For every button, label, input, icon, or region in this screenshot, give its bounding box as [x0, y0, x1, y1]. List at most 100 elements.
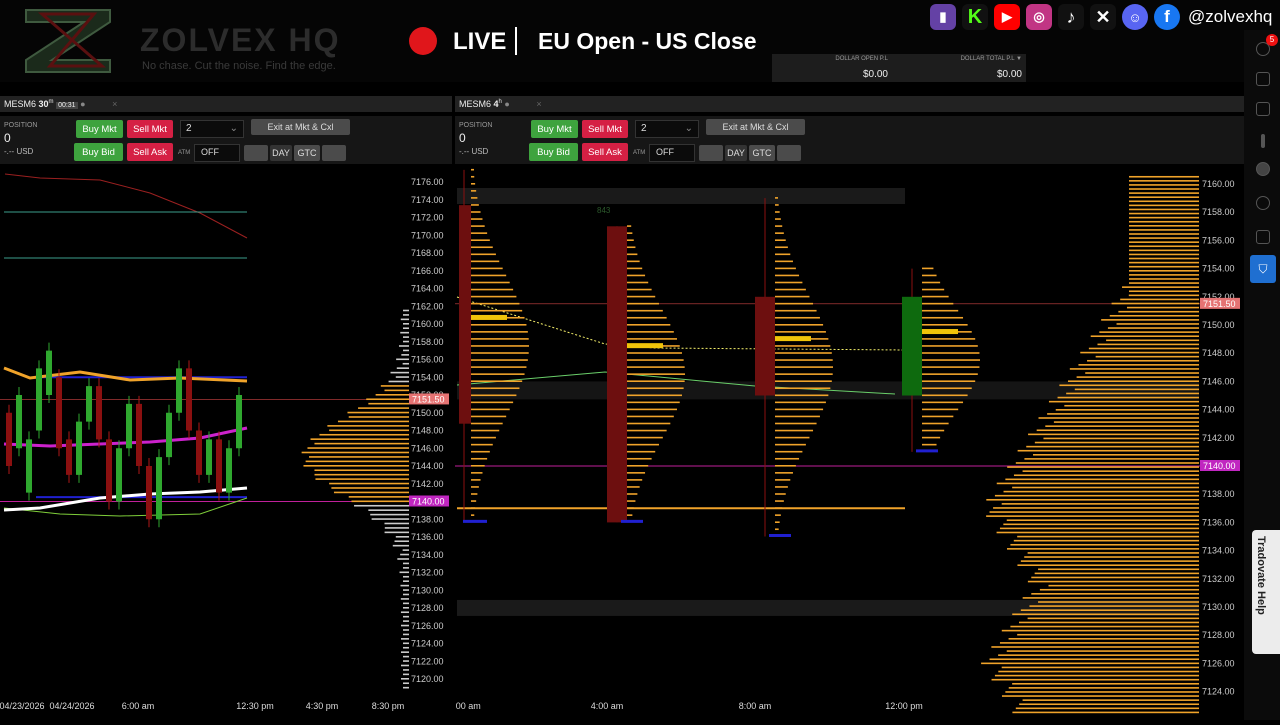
qty-select[interactable]: 2 ⌄ — [180, 120, 244, 138]
atm-select[interactable]: OFF — [194, 144, 240, 162]
tif-extra-button[interactable] — [322, 145, 346, 161]
volume-profile-bar — [400, 318, 409, 321]
volume-profile-bar — [400, 611, 409, 614]
shield-icon[interactable]: ⛉ — [1250, 255, 1276, 283]
sell-mkt-button[interactable]: Sell Mkt — [582, 120, 628, 138]
price-tick-label: 7146.00 — [1202, 376, 1235, 386]
session-profile-bar — [996, 531, 1199, 534]
volume-profile-bar — [301, 451, 409, 454]
chart-tab[interactable]: MESM6 30m 00:31 ● × — [0, 96, 452, 112]
candle-profile-bar — [471, 450, 490, 453]
candle-profile-bar — [471, 274, 507, 277]
list-icon[interactable] — [1261, 134, 1265, 148]
tif-day-button[interactable]: DAY — [725, 145, 747, 161]
volume-profile-bar — [403, 633, 409, 636]
candle-profile-bar — [775, 401, 826, 404]
chart-panel-4h: MESM6 4h ● × POSITION 0 -.-- USD Buy Mkt… — [453, 96, 1244, 720]
volume-profile-bar — [403, 336, 409, 338]
tif-gtc-button[interactable]: GTC — [749, 145, 775, 161]
buy-bid-button[interactable]: Buy Bid — [529, 143, 578, 161]
candle-profile-bar — [471, 338, 529, 340]
session-profile-bar — [1005, 691, 1199, 693]
sell-mkt-button[interactable]: Sell Mkt — [127, 120, 173, 138]
volume-profile-bar — [371, 518, 409, 520]
session-profile-bar — [1020, 560, 1199, 562]
volume-profile-bar — [396, 358, 409, 361]
atm-select[interactable]: OFF — [649, 144, 695, 162]
screen-icon[interactable] — [1256, 230, 1270, 244]
total-pl-label[interactable]: DOLLAR TOTAL P.L ▼ — [960, 56, 1022, 62]
volume-profile-bar — [394, 540, 409, 543]
session-profile-bar — [1074, 388, 1199, 391]
session-profile-bar — [1034, 572, 1199, 575]
tif-extra-button[interactable] — [777, 145, 801, 161]
session-profile-bar — [1129, 249, 1199, 252]
sell-ask-button[interactable]: Sell Ask — [582, 143, 628, 161]
atm-toggle[interactable] — [244, 145, 268, 161]
price-chart[interactable]: 7160.00 7158.00 7156.00 7154.00 7152.00 7150.… — [453, 168, 1244, 720]
price-chart[interactable]: 7176.00 7174.00 7172.00 7170.00 7168.00 7166.… — [0, 168, 452, 720]
chat-icon[interactable] — [1256, 72, 1270, 86]
facebook-icon[interactable]: f — [1154, 4, 1180, 30]
candle-body — [136, 403, 142, 466]
notifications-icon[interactable] — [1256, 42, 1270, 56]
price-tick-label: 7134.00 — [411, 550, 444, 560]
candle-profile-bar — [775, 394, 829, 397]
tif-gtc-button[interactable]: GTC — [294, 145, 320, 161]
session-profile-bar — [1129, 274, 1199, 276]
volume-profile-bar — [384, 531, 409, 534]
chart-canvas[interactable]: 7160.00 7158.00 7156.00 7154.00 7152.00 7150.… — [453, 168, 1244, 720]
atm-toggle[interactable] — [699, 145, 723, 161]
price-tick-label: 7142.00 — [1202, 433, 1235, 443]
session-profile-bar — [1003, 523, 1199, 526]
chart-tab[interactable]: MESM6 4h ● × — [455, 96, 1244, 112]
chart-canvas[interactable]: 7176.00 7174.00 7172.00 7170.00 7168.00 7166.… — [0, 168, 452, 720]
candle-profile-bar — [775, 493, 786, 495]
buy-bid-button[interactable]: Buy Bid — [74, 143, 123, 161]
tab-close-icon[interactable]: × — [112, 99, 118, 109]
messages-icon[interactable] — [1256, 102, 1270, 116]
exit-mkt-cxl-button[interactable]: Exit at Mkt & Cxl — [706, 119, 805, 135]
buy-mkt-button[interactable]: Buy Mkt — [76, 120, 123, 138]
candle-body — [226, 448, 232, 493]
price-tick-label: 7164.00 — [411, 284, 444, 294]
candle-profile-bar — [471, 324, 527, 326]
candle-profile-bar — [471, 190, 477, 192]
candle-profile-bar — [627, 225, 632, 227]
time-tick-label: 04/24/2026 — [49, 701, 94, 711]
twitch-icon[interactable]: ▮ — [930, 4, 956, 30]
candle-profile-bar — [775, 260, 793, 263]
candle-profile-bar — [775, 472, 793, 474]
candle-profile-bar — [627, 380, 685, 382]
session-profile-bar — [1122, 286, 1199, 288]
candle-profile-bar — [627, 422, 671, 425]
volume-profile-bar — [351, 500, 409, 503]
volume-profile-bar — [354, 504, 409, 507]
instagram-icon[interactable]: ◎ — [1026, 4, 1052, 30]
candle-profile-bar — [627, 465, 649, 467]
price-tick-label: 7158.00 — [1202, 207, 1235, 217]
tiktok-icon[interactable]: ♪ — [1058, 4, 1084, 30]
price-tick-label: 7124.00 — [411, 639, 444, 649]
kick-icon[interactable]: K — [962, 4, 988, 30]
volume-profile-bar — [307, 447, 409, 449]
candle-profile-bar — [922, 274, 937, 277]
community-icon[interactable] — [1256, 162, 1270, 176]
discord-icon[interactable]: ☺ — [1122, 4, 1148, 30]
candle-profile-bar — [775, 295, 810, 298]
tif-day-button[interactable]: DAY — [270, 145, 292, 161]
qty-select[interactable]: 2 ⌄ — [635, 120, 699, 138]
price-tick-label: 7134.00 — [1202, 546, 1235, 556]
brand-tagline: No chase. Cut the noise. Find the edge. — [142, 60, 336, 72]
x-icon[interactable]: ✕ — [1090, 4, 1116, 30]
exit-mkt-cxl-button[interactable]: Exit at Mkt & Cxl — [251, 119, 350, 135]
price-tick-label: 7162.00 — [411, 301, 444, 311]
volume-profile-bar — [403, 602, 409, 605]
tab-close-icon[interactable]: × — [536, 99, 542, 109]
tradovate-help-tab[interactable] — [1252, 530, 1280, 654]
buy-mkt-button[interactable]: Buy Mkt — [531, 120, 578, 138]
help-icon[interactable] — [1256, 196, 1270, 210]
youtube-icon[interactable]: ▶ — [994, 4, 1020, 30]
candle-profile-bar — [922, 338, 976, 340]
sell-ask-button[interactable]: Sell Ask — [127, 143, 173, 161]
